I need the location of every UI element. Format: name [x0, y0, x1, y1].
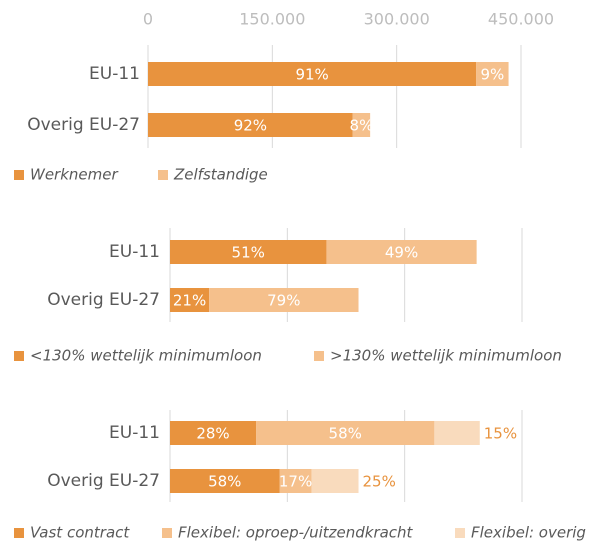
bar-segment: [209, 288, 359, 312]
x-tick-label: 300.000: [364, 10, 430, 29]
bar-segment: [148, 113, 353, 137]
legend-swatch: [158, 170, 168, 180]
data-label: 92%: [234, 117, 267, 135]
legend-label: >130% wettelijk minimumloon: [330, 347, 562, 365]
y-tick-label: Overig EU-27: [47, 290, 160, 310]
data-label: 58%: [329, 425, 362, 443]
x-tick-label: 150.000: [239, 10, 305, 29]
legend-label: Flexibel: oproep-/uitzendkracht: [178, 524, 414, 542]
x-tick-label: 450.000: [488, 10, 554, 29]
legend-label: Werknemer: [30, 166, 118, 184]
legend-swatch: [14, 351, 24, 361]
y-tick-label: EU-11: [109, 423, 160, 443]
data-label: 15%: [484, 425, 517, 443]
bar-segment: [352, 113, 371, 137]
bar-segment: [170, 469, 280, 493]
legend-label: <130% wettelijk minimumloon: [30, 347, 262, 365]
data-label: 21%: [173, 292, 206, 310]
y-tick-label: EU-11: [89, 64, 140, 84]
y-tick-label: Overig EU-27: [27, 115, 140, 135]
bar-segment: [170, 421, 257, 445]
data-label: 58%: [208, 473, 241, 491]
legend-label: Vast contract: [30, 524, 130, 542]
legend-swatch: [314, 351, 324, 361]
legend-swatch: [14, 170, 24, 180]
legend-label: Zelfstandige: [173, 166, 268, 184]
bar-segment: [279, 469, 312, 493]
legend-swatch: [14, 528, 24, 538]
data-label: 28%: [196, 425, 229, 443]
x-tick-label: 0: [143, 10, 153, 29]
data-label: 8%: [350, 117, 374, 135]
legend-swatch: [455, 528, 465, 538]
data-label: 17%: [279, 473, 312, 491]
bar-segment: [476, 62, 509, 86]
legend-label: Flexibel: overig: [471, 524, 586, 542]
bar-segment: [256, 421, 435, 445]
data-label: 9%: [481, 66, 505, 84]
legend-swatch: [162, 528, 172, 538]
bar-segment: [434, 421, 480, 445]
data-label: 91%: [295, 66, 328, 84]
bar-segment: [148, 62, 477, 86]
y-tick-label: EU-11: [109, 242, 160, 262]
data-label: 79%: [267, 292, 300, 310]
bar-segment: [170, 288, 210, 312]
data-label: 25%: [363, 473, 396, 491]
bar-segment: [326, 240, 477, 264]
bar-segment: [170, 240, 327, 264]
data-label: 51%: [232, 244, 265, 262]
bar-segment: [311, 469, 359, 493]
y-tick-label: Overig EU-27: [47, 471, 160, 491]
data-label: 49%: [385, 244, 418, 262]
